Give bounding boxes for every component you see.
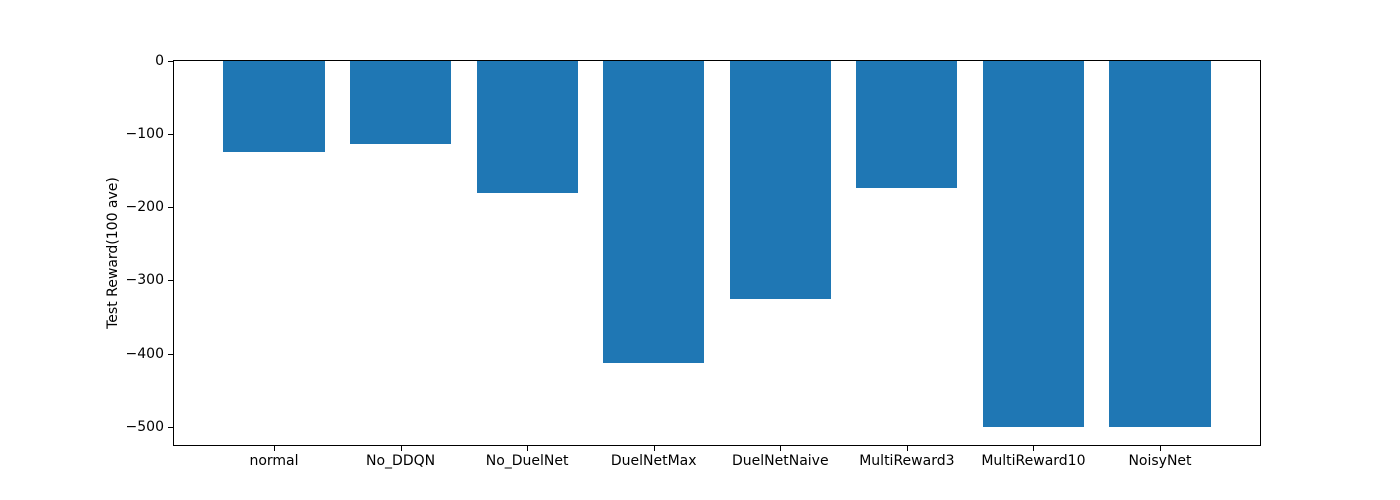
y-tick-label: −500: [125, 418, 164, 435]
y-tick-label: −200: [125, 199, 164, 216]
y-tick-label: −100: [125, 126, 164, 143]
x-tick-label: MultiReward10: [981, 453, 1086, 469]
x-tick-mark: [527, 446, 529, 451]
y-tick-mark: [168, 207, 173, 209]
y-tick-mark: [168, 280, 173, 282]
y-tick-label: −400: [125, 345, 164, 362]
y-axis-label: Test Reward(100 ave): [105, 177, 121, 329]
x-tick-mark: [1033, 446, 1035, 451]
x-tick-label: DuelNetNaive: [731, 453, 829, 469]
bar-No_DDQN: [349, 61, 452, 145]
x-tick-label: normal: [249, 453, 299, 469]
y-tick-mark: [168, 134, 173, 136]
y-tick-mark: [168, 426, 173, 428]
x-tick-mark: [780, 446, 782, 451]
x-tick-mark: [906, 446, 908, 451]
x-tick-mark: [1160, 446, 1161, 451]
x-tick-mark: [400, 446, 402, 451]
y-tick-mark: [168, 353, 173, 355]
y-tick-label: 0: [155, 53, 164, 69]
bar-No_DuelNet: [476, 61, 578, 193]
y-tick-mark: [168, 61, 173, 62]
y-tick-label: −300: [125, 272, 164, 289]
x-tick-mark: [273, 446, 275, 451]
bar-NoisyNet: [1109, 61, 1211, 427]
bar-DuelNetMax: [603, 61, 705, 364]
bar-MultiReward10: [982, 61, 1085, 427]
x-tick-label: MultiReward3: [859, 453, 955, 469]
x-tick-mark: [653, 446, 655, 451]
x-tick-label: No_DuelNet: [485, 453, 569, 469]
x-tick-label: DuelNetMax: [610, 453, 697, 469]
bar-DuelNetNaive: [729, 61, 831, 299]
bar-MultiReward3: [856, 61, 958, 188]
bar-normal: [223, 61, 325, 153]
plot-area: normal No_DDQN No_DuelNet DuelNetMax DuelNet…: [126, 54, 1261, 468]
x-tick-label: No_DDQN: [366, 453, 436, 469]
x-tick-label: NoisyNet: [1128, 453, 1192, 469]
